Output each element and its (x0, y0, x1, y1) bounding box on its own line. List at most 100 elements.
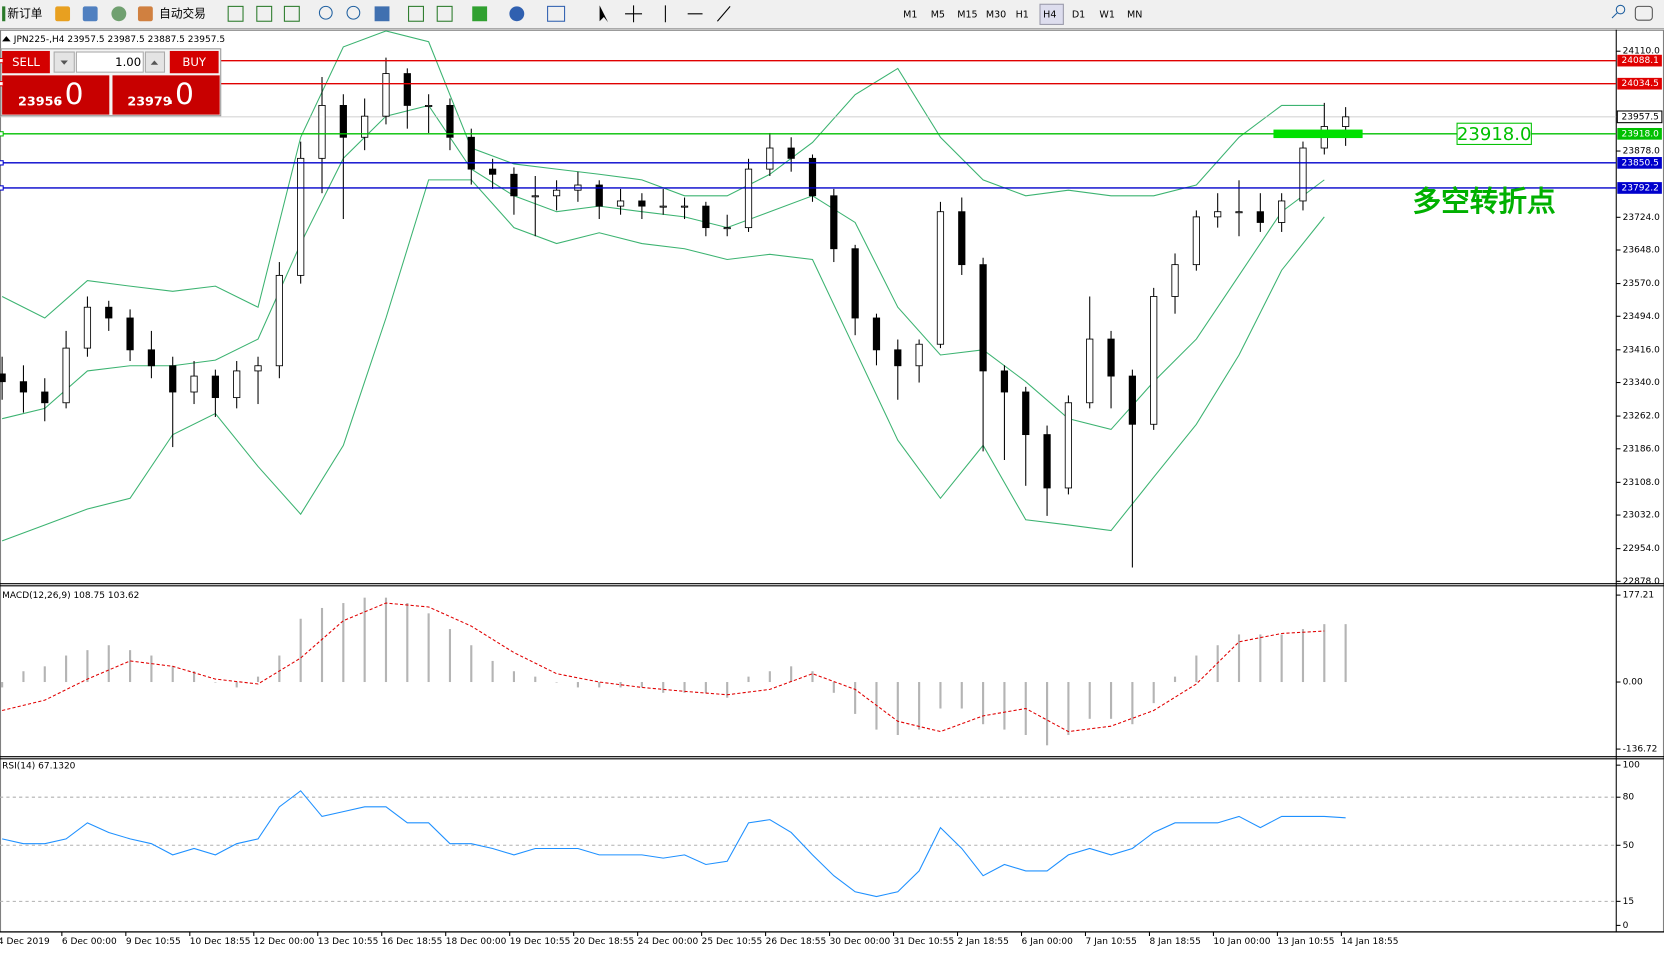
macd-bar (150, 655, 153, 683)
macd-bar (747, 676, 750, 683)
icon[interactable] (55, 6, 71, 22)
icon[interactable] (256, 5, 273, 22)
icon[interactable] (227, 5, 244, 22)
sell-label[interactable]: SELL (12, 55, 40, 69)
timeframes: M1 M5 M15 M30 H1 H4 D1 W1 MN (903, 3, 1142, 25)
timeframe-button[interactable]: M1 (903, 9, 917, 20)
icon[interactable] (111, 6, 127, 22)
macd-bar (1259, 634, 1262, 683)
icon[interactable] (318, 5, 333, 20)
timeframe-button[interactable]: M30 (986, 9, 1006, 20)
search-icon[interactable] (1611, 4, 1626, 19)
level-handle (0, 131, 4, 137)
macd-bar (534, 676, 537, 683)
buy-price[interactable]: 23979 (127, 94, 171, 109)
last-price-box (1616, 110, 1663, 124)
macd-bar (854, 682, 857, 714)
crosshair-icon[interactable] (625, 5, 643, 23)
timeframe-button[interactable]: W1 (1099, 9, 1115, 20)
macd-bar (363, 597, 366, 683)
macd-bar (1152, 682, 1155, 704)
x-tick-label: 10 Dec 18:55 (190, 937, 251, 947)
timeframe-button[interactable]: MN (1127, 9, 1142, 20)
candle-body (1342, 116, 1350, 127)
lot-input[interactable] (75, 51, 144, 73)
y-tick-label: 0 (1623, 921, 1629, 931)
candle-body (1043, 434, 1051, 489)
icon[interactable] (436, 5, 453, 22)
macd-bar (22, 671, 25, 683)
buy-fraction[interactable]: .0 (166, 77, 194, 112)
x-tick-label: 13 Dec 10:55 (318, 937, 379, 947)
y-tick-label: 23570.0 (1623, 279, 1661, 289)
candle-body (275, 274, 283, 367)
candle-body (595, 184, 603, 207)
macd-bar (598, 682, 601, 688)
candle-body (659, 205, 667, 208)
x-tick-label: 12 Dec 00:00 (254, 937, 315, 947)
icon[interactable] (137, 6, 153, 22)
sell-button[interactable] (2, 50, 50, 74)
candle-body (808, 157, 817, 197)
level-label-box (1617, 77, 1662, 90)
price-chart (0, 30, 1617, 568)
macd-bar (726, 682, 729, 698)
icon[interactable] (283, 5, 300, 22)
macd-signal (1, 602, 1325, 733)
icon[interactable] (374, 6, 390, 22)
icon[interactable] (82, 6, 98, 22)
icon[interactable] (547, 5, 566, 22)
candle-body (1000, 370, 1009, 393)
level-handle (0, 185, 4, 191)
macd-bar (811, 671, 814, 683)
timeframe-button[interactable]: M15 (957, 9, 977, 20)
level-label-box (1617, 157, 1662, 169)
auto-trade-button[interactable]: 自动交易 (159, 6, 206, 20)
timeframe-button[interactable]: H4 (1043, 9, 1056, 20)
candle-body (62, 347, 70, 404)
icon[interactable] (509, 6, 525, 22)
y-tick-label: 23108.0 (1623, 478, 1661, 488)
candle-body (872, 317, 881, 351)
macd-bar (299, 618, 302, 683)
y-tick-label: 23494.0 (1623, 312, 1661, 322)
macd-bar (1109, 682, 1113, 719)
candle-body (126, 317, 134, 351)
last-price-label: 23957.5 (1622, 112, 1659, 122)
x-tick-label: 24 Dec 00:00 (638, 937, 699, 947)
timeframe-button[interactable]: H1 (1016, 9, 1029, 20)
sell-fraction[interactable]: .0 (55, 77, 83, 112)
icon[interactable] (408, 5, 424, 22)
x-tick-label: 7 Jan 10:55 (1085, 937, 1136, 947)
macd-bar (171, 666, 174, 683)
icon[interactable] (346, 5, 361, 20)
lot-value[interactable]: 1.00 (115, 55, 141, 69)
timeframe-button[interactable]: M5 (931, 9, 945, 20)
sell-price-box[interactable] (2, 75, 110, 115)
candle-body (552, 189, 561, 197)
level-highlight (1273, 129, 1363, 139)
macd-bar (1046, 682, 1049, 746)
collapse-icon[interactable] (2, 36, 11, 42)
macd-bar (1, 682, 4, 688)
x-tick-label: 4 Dec 2019 (0, 937, 50, 947)
chat-icon[interactable] (1634, 5, 1653, 21)
chart-frame (0, 29, 1664, 933)
x-tick-label: 20 Dec 18:55 (574, 937, 635, 947)
timeframe-button[interactable]: D1 (1072, 9, 1085, 20)
sell-price[interactable]: 23956 (18, 94, 62, 109)
new-order-button[interactable]: 新订单 (7, 6, 42, 20)
macd-bar (448, 629, 452, 683)
buy-button[interactable] (169, 50, 219, 74)
macd-bar (320, 607, 324, 683)
active-timeframe[interactable] (1039, 3, 1064, 25)
y-tick-label: 100 (1623, 761, 1640, 771)
panel-label: RSI(14) 67.1320 (2, 762, 76, 772)
buy-label[interactable]: BUY (182, 55, 207, 69)
line-tools[interactable] (664, 5, 731, 23)
buy-price-box[interactable] (112, 75, 220, 115)
icon[interactable] (472, 6, 488, 22)
candle-body (425, 105, 433, 107)
